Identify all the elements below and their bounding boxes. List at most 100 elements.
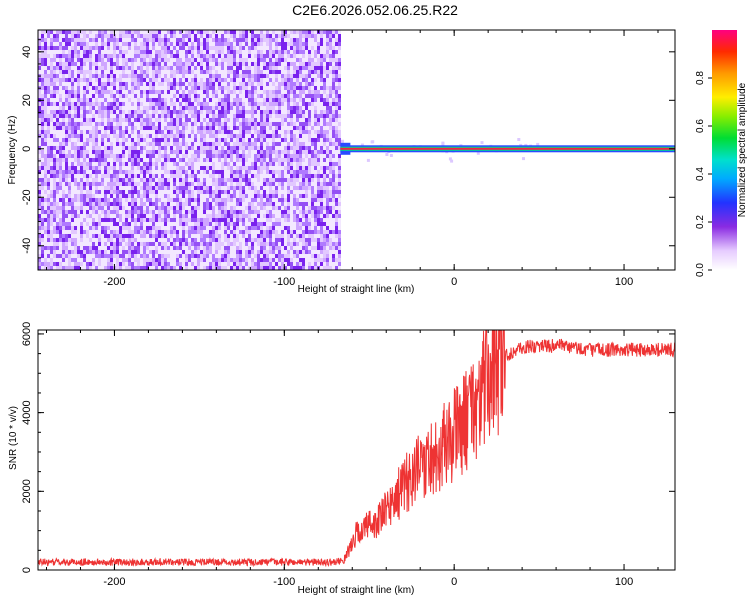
heatmap-cell	[239, 246, 242, 250]
heatmap-cell	[161, 70, 164, 74]
heatmap-cell	[200, 166, 203, 170]
heatmap-cell	[164, 70, 167, 74]
heatmap-cell	[176, 50, 179, 54]
heatmap-cell	[242, 210, 245, 214]
heatmap-cell	[107, 126, 110, 130]
heatmap-cell	[263, 42, 266, 46]
heatmap-cell	[44, 130, 47, 134]
heatmap-cell	[239, 230, 242, 234]
heatmap-cell	[128, 238, 131, 242]
heatmap-cell	[191, 138, 194, 142]
heatmap-cell	[44, 98, 47, 102]
heatmap-cell	[101, 102, 104, 106]
heatmap-cell	[71, 186, 74, 190]
heatmap-cell	[194, 46, 197, 50]
heatmap-cell	[230, 222, 233, 226]
heatmap-cell	[275, 190, 278, 194]
heatmap-cell	[158, 134, 161, 138]
heatmap-cell	[95, 58, 98, 62]
heatmap-cell	[128, 230, 131, 234]
heatmap-cell	[170, 98, 173, 102]
heatmap-cell	[47, 90, 50, 94]
heatmap-cell	[200, 162, 203, 166]
heatmap-cell	[227, 194, 230, 198]
heatmap-cell	[194, 178, 197, 182]
heatmap-cell	[221, 102, 224, 106]
heatmap-cell	[227, 90, 230, 94]
heatmap-cell	[101, 254, 104, 258]
heatmap-cell	[206, 222, 209, 226]
heatmap-cell	[125, 198, 128, 202]
heatmap-cell	[47, 242, 50, 246]
heatmap-cell	[128, 218, 131, 222]
heatmap-cell	[53, 234, 56, 238]
heatmap-cell	[224, 158, 227, 162]
heatmap-cell	[158, 30, 161, 34]
heatmap-cell	[71, 246, 74, 250]
heatmap-cell	[164, 102, 167, 106]
heatmap-cell	[56, 114, 59, 118]
heatmap-cell	[191, 114, 194, 118]
heatmap-cell	[200, 46, 203, 50]
heatmap-cell	[107, 150, 110, 154]
heatmap-cell	[239, 122, 242, 126]
heatmap-cell	[155, 118, 158, 122]
heatmap-cell	[188, 250, 191, 254]
heatmap-cell	[194, 30, 197, 34]
heatmap-cell	[203, 114, 206, 118]
heatmap-cell	[155, 54, 158, 58]
heatmap-cell	[263, 262, 266, 266]
heatmap-cell	[77, 34, 80, 38]
heatmap-cell	[47, 114, 50, 118]
heatmap-cell	[167, 34, 170, 38]
heatmap-cell	[173, 218, 176, 222]
heatmap-cell	[173, 70, 176, 74]
heatmap-cell	[53, 158, 56, 162]
heatmap-cell	[230, 30, 233, 34]
heatmap-cell	[137, 78, 140, 82]
heatmap-cell	[146, 154, 149, 158]
heatmap-cell	[77, 130, 80, 134]
heatmap-cell	[62, 86, 65, 90]
heatmap-cell	[131, 114, 134, 118]
heatmap-cell	[56, 74, 59, 78]
heatmap-cell	[128, 42, 131, 46]
heatmap-cell	[251, 194, 254, 198]
heatmap-cell	[173, 134, 176, 138]
heatmap-cell	[263, 62, 266, 66]
heatmap-cell	[125, 190, 128, 194]
heatmap-cell	[128, 166, 131, 170]
heatmap-cell	[62, 66, 65, 70]
heatmap-cell	[242, 146, 245, 150]
heatmap-cell	[179, 102, 182, 106]
heatmap-cell	[107, 222, 110, 226]
heatmap-cell	[164, 62, 167, 66]
heatmap-cell	[197, 34, 200, 38]
heatmap-cell	[41, 182, 44, 186]
heatmap-cell	[167, 186, 170, 190]
heatmap-cell	[251, 90, 254, 94]
heatmap-cell	[272, 154, 275, 158]
heatmap-cell	[113, 166, 116, 170]
heatmap-cell	[140, 250, 143, 254]
heatmap-cell	[278, 146, 281, 150]
heatmap-cell	[203, 258, 206, 262]
heatmap-cell	[176, 202, 179, 206]
heatmap-cell	[257, 70, 260, 74]
heatmap-cell	[95, 190, 98, 194]
heatmap-cell	[263, 222, 266, 226]
heatmap-cell	[182, 254, 185, 258]
heatmap-cell	[137, 258, 140, 262]
heatmap-cell	[269, 186, 272, 190]
heatmap-cell	[104, 186, 107, 190]
heatmap-cell	[110, 146, 113, 150]
heatmap-cell	[110, 102, 113, 106]
heatmap-cell	[269, 90, 272, 94]
heatmap-cell	[254, 214, 257, 218]
heatmap-cell	[59, 94, 62, 98]
heatmap-cell	[284, 142, 287, 146]
heatmap-cell	[242, 250, 245, 254]
heatmap-cell	[245, 102, 248, 106]
heatmap-cell	[221, 162, 224, 166]
heatmap-cell	[245, 118, 248, 122]
